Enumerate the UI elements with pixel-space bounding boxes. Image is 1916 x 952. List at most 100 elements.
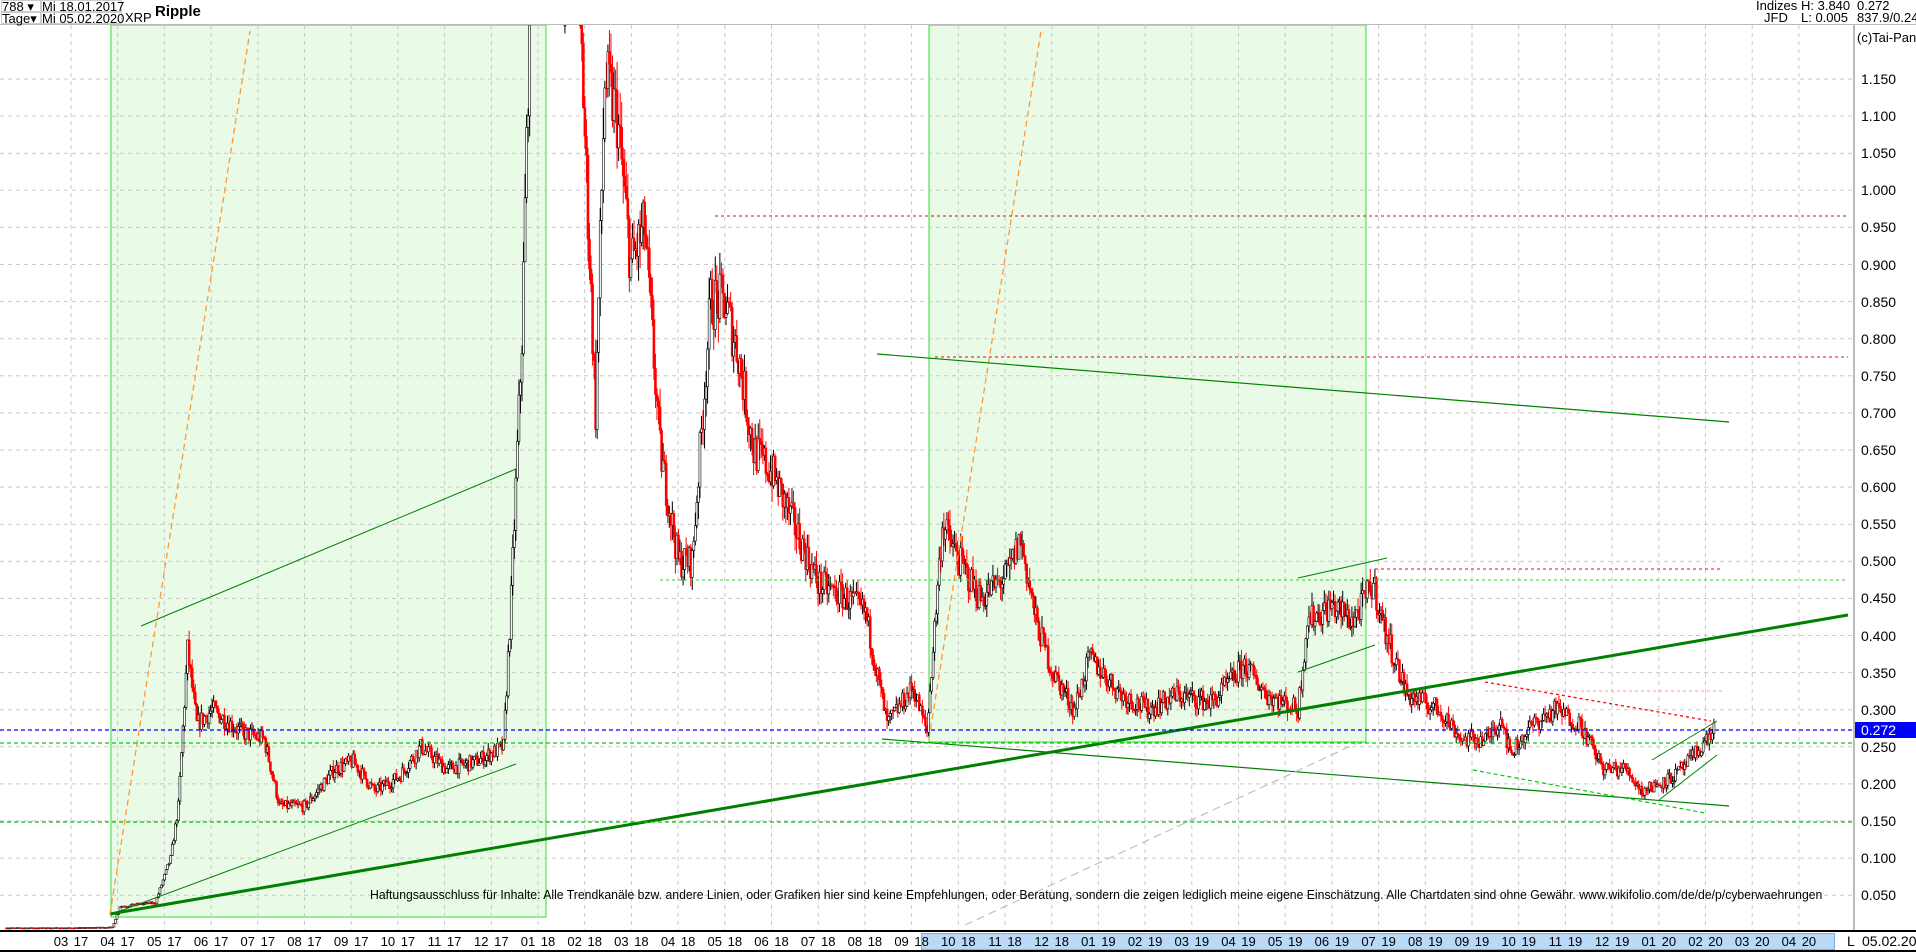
candle [353,753,357,765]
candle [628,218,631,278]
candle [990,580,993,596]
candle [338,773,341,775]
price-chart[interactable] [0,0,1853,930]
candle [193,691,197,705]
candle [609,63,613,73]
green-dashed-support [1472,769,1706,814]
candle [890,709,893,714]
symbol: XRP [125,10,152,25]
candle [1267,695,1271,705]
candle [281,801,284,806]
period-select[interactable]: Tage▾ [1,12,41,25]
candle [394,773,398,781]
candle [1252,664,1256,676]
candle [1534,716,1538,719]
candle [937,558,941,586]
candle [580,24,584,45]
candle [519,381,522,396]
candle [1105,675,1108,686]
candle [910,682,913,692]
candle [672,513,676,538]
candle [1556,702,1559,715]
candle [272,774,275,782]
candle [460,758,464,764]
shaded-range [928,24,1367,743]
candle [522,261,525,355]
candle [276,797,280,804]
candle [585,135,588,156]
candle [387,781,390,787]
x-tick-label: 10 18 [941,934,976,949]
candle [1368,581,1372,592]
x-tick-label: 09 17 [333,934,369,949]
candle [218,713,222,724]
candle [1596,758,1599,761]
candle [856,591,860,594]
candle [994,578,998,588]
candle [318,788,321,791]
price-axis[interactable]: 0.272 1.150 1.100 1.050 1.000 0.950 0.900 0.850… [1853,25,1916,930]
candle [839,581,843,585]
candle [1321,610,1325,625]
candle [166,864,169,870]
candle [1209,694,1213,709]
candle [241,723,245,729]
candle [1257,684,1260,691]
candle [1453,724,1456,738]
candle [264,737,268,753]
candle [789,505,792,514]
candle [368,782,372,789]
candle [974,579,978,602]
date-from[interactable]: Mi 18.01.2017 [41,0,125,14]
candle [922,714,926,718]
candle [1247,664,1251,678]
candle [1125,696,1128,708]
bar-count-select[interactable]: 788 ▾ [1,0,41,13]
candle [1631,777,1634,783]
candle [1628,768,1631,776]
y-tick-label: 0.550 [1861,516,1897,533]
candle [307,802,311,808]
candle [1421,692,1424,703]
candle [1606,762,1610,765]
footer-date: 05.02.20 [1862,933,1916,949]
candle [1178,691,1182,702]
x-tick-label: 04 19 [1221,934,1256,949]
candle [1333,601,1337,618]
candle [503,709,507,740]
trend-channel-lower [111,763,517,915]
candle [684,548,688,557]
candle [1327,599,1331,622]
candle [293,800,297,804]
y-tick-label: 0.700 [1861,404,1897,421]
candle [1122,693,1125,702]
candle [1226,678,1229,683]
candle [506,651,510,697]
candle [1017,534,1021,560]
candle [213,701,217,707]
x-tick-label: 08 19 [1408,934,1443,949]
date-to[interactable]: Mi 05.02.2020 [41,11,125,26]
candle [921,705,924,716]
candle [848,591,852,609]
x-tick-label: 09 18 [894,934,929,949]
candle [1372,582,1375,600]
y-tick-label: 1.000 [1861,182,1897,199]
candle [1312,605,1315,627]
time-scrollbar[interactable] [921,933,1835,950]
candle [833,585,837,589]
copyright: (c)Tai-Pan [1857,30,1916,45]
time-axis[interactable]: L 05.02.20 03 17 04 17 05 17 06 17 07 17 08 1… [0,930,1916,952]
candle [322,777,326,791]
candle [1614,761,1618,769]
candle [1441,715,1444,721]
candle [451,762,455,770]
candle [526,115,530,128]
candle [1123,693,1127,697]
y-tick-label: 1.100 [1861,108,1897,125]
mode-label[interactable]: L [1847,933,1855,949]
candle [750,427,754,450]
candle [402,767,406,772]
candle [1557,702,1561,707]
candle [1677,766,1680,770]
